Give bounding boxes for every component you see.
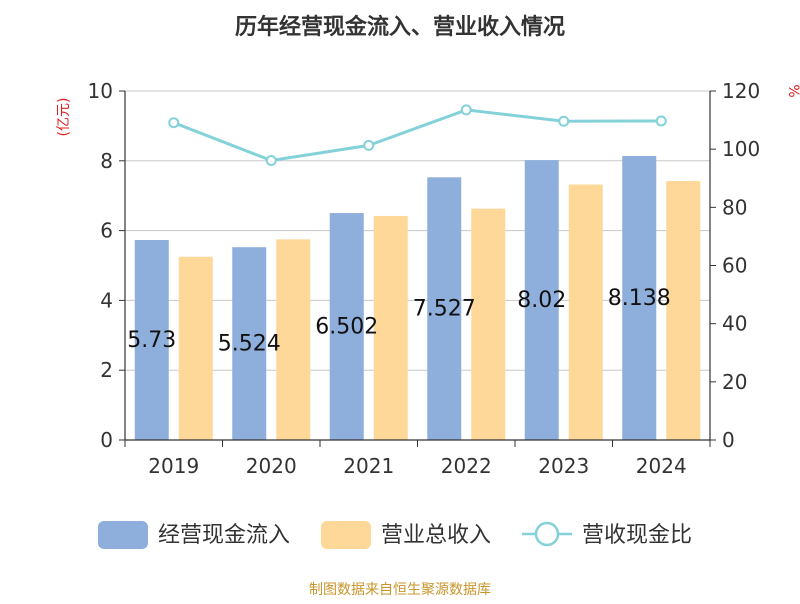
- bar: [276, 239, 311, 440]
- ratio-line-point: [363, 139, 375, 151]
- right-axis-tick-label: 20: [722, 370, 747, 394]
- x-axis-tick-label: 2020: [246, 454, 297, 478]
- right-axis-unit: %: [785, 84, 800, 97]
- bar: [232, 247, 267, 440]
- ratio-line: [168, 104, 667, 167]
- ratio-line-path: [173, 108, 662, 163]
- legend-label: 经营现金流入: [158, 523, 290, 548]
- ratio-line-point: [460, 104, 472, 116]
- bar: [666, 181, 701, 441]
- x-axis-tick-label: 2019: [148, 454, 199, 478]
- grid: [125, 90, 710, 371]
- legend-swatch: [98, 521, 148, 549]
- left-axis-tick-label: 0: [100, 428, 113, 452]
- right-axis-tick-label: 120: [722, 79, 760, 103]
- right-axis-tick-label: 0: [722, 428, 735, 452]
- ratio-line-point: [168, 117, 180, 129]
- bar: [524, 160, 559, 441]
- right-axis-tick-label: 60: [722, 254, 747, 278]
- chart-title: 历年经营现金流入、营业收入情况: [235, 14, 565, 40]
- x-axis-tick-label: 2024: [636, 454, 687, 478]
- bar: [134, 240, 169, 440]
- bar: [622, 155, 657, 440]
- bar-data-label: 5.524: [218, 332, 281, 357]
- left-axis-tick-label: 2: [100, 358, 113, 382]
- legend: 经营现金流入 营业总收入 营收现金比: [98, 521, 692, 549]
- bar-data-label: 5.73: [127, 328, 176, 353]
- legend-label: 营业总收入: [381, 523, 491, 548]
- right-axis-tick-label: 40: [722, 312, 747, 336]
- left-axis-tick-label: 10: [88, 79, 113, 103]
- x-axis-tick-label: 2023: [538, 454, 589, 478]
- left-axis-tick-label: 6: [100, 219, 113, 243]
- x-axis-tick-label: 2022: [441, 454, 492, 478]
- bar: [178, 256, 213, 440]
- bar-data-label: 8.138: [608, 286, 671, 311]
- ratio-line-point: [265, 155, 277, 167]
- right-axis-tick-label: 80: [722, 195, 747, 219]
- bar-data-label: 6.502: [315, 315, 378, 340]
- source-note: 制图数据来自恒生聚源数据库: [309, 582, 491, 598]
- ratio-line-point: [655, 115, 667, 127]
- legend-marker: [534, 521, 560, 547]
- bar: [471, 208, 506, 440]
- data-labels: 5.73 5.524 6.502 7.527 8.02 8.138: [127, 286, 670, 357]
- left-axis-tick-label: 8: [100, 149, 113, 173]
- x-axis-tick-label: 2021: [343, 454, 394, 478]
- right-axis-tick-label: 100: [722, 137, 760, 161]
- legend-swatch: [321, 521, 371, 549]
- bar-data-label: 8.02: [517, 288, 566, 313]
- bar: [568, 184, 603, 440]
- left-axis-tick-label: 4: [100, 288, 113, 312]
- bar-data-label: 7.527: [413, 297, 476, 322]
- ratio-line-point: [558, 115, 570, 127]
- legend-label: 营收现金比: [582, 523, 692, 548]
- left-axis-unit: (亿元): [56, 98, 72, 137]
- bar: [373, 215, 408, 440]
- bars: [134, 155, 701, 441]
- bar: [329, 213, 364, 440]
- bar: [427, 177, 462, 441]
